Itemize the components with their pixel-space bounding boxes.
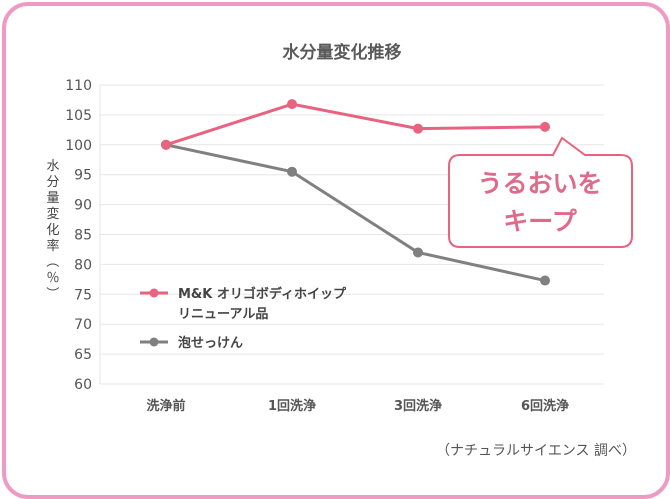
source-note: （ナチュラルサイエンス 調べ）	[436, 443, 636, 459]
legend-marker-0	[149, 288, 159, 298]
y-axis-label-char: 量	[46, 191, 59, 206]
chart-title: 水分量変化推移	[283, 42, 402, 63]
y-tick-label-75: 75	[74, 287, 92, 303]
y-tick-label-105: 105	[65, 108, 92, 124]
legend-marker-1	[149, 337, 159, 347]
y-axis-label-char: 水	[46, 159, 59, 174]
callout-text-0: うるおいを	[477, 169, 602, 198]
y-axis-label-char: 分	[46, 175, 59, 190]
y-axis-label-char: ％	[46, 271, 59, 286]
legend-label-0-1: リニューアル品	[178, 307, 268, 322]
data-point-s1-3	[540, 275, 550, 286]
y-axis-label-char: （	[44, 254, 59, 267]
y-tick-label-80: 80	[74, 257, 92, 273]
y-axis-label-char: 化	[46, 223, 59, 238]
y-tick-label-95: 95	[74, 168, 92, 184]
data-point-s0-1	[287, 99, 297, 110]
y-tick-label-100: 100	[65, 138, 92, 154]
y-axis-label-char: 率	[46, 238, 59, 254]
y-axis-label-char: 変	[46, 206, 59, 222]
legend-label-0-0: M&K オリゴボディホイップ	[178, 286, 347, 302]
data-point-s1-1	[287, 166, 297, 177]
legend-label-1-0: 泡せっけん	[178, 335, 243, 351]
x-tick-label-1: 1回洗浄	[268, 398, 316, 414]
y-axis-label-char: ）	[44, 286, 59, 299]
x-tick-label-0: 洗浄前	[146, 398, 185, 414]
data-point-s0-0	[161, 139, 171, 150]
y-tick-label-60: 60	[74, 377, 92, 393]
series-line-1	[165, 143, 546, 283]
y-tick-label-65: 65	[74, 347, 92, 363]
callout-text-1: キープ	[503, 207, 578, 236]
series-line-0	[165, 102, 546, 147]
y-tick-label-70: 70	[74, 317, 92, 333]
x-tick-label-2: 3回洗浄	[394, 398, 442, 414]
data-point-s0-2	[413, 123, 423, 134]
x-tick-label-3: 6回洗浄	[521, 398, 569, 414]
y-tick-label-85: 85	[74, 228, 92, 244]
y-tick-label-90: 90	[74, 198, 92, 214]
y-tick-label-110: 110	[65, 78, 92, 94]
data-point-s1-2	[413, 247, 423, 258]
callout-bubble	[448, 136, 633, 248]
data-point-s0-3	[540, 121, 550, 132]
